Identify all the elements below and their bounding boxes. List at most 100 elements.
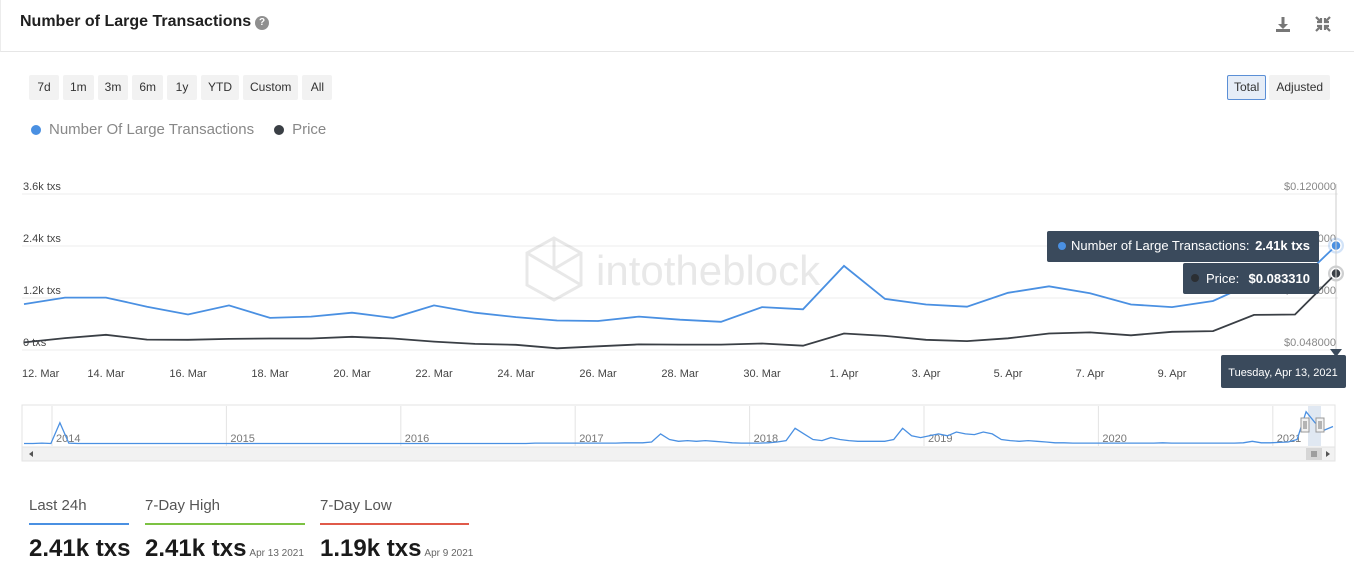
series-point-0 <box>1171 306 1173 308</box>
series-point-1 <box>802 345 804 347</box>
series-point-0 <box>679 319 681 321</box>
series-point-0 <box>23 303 25 305</box>
series-point-0 <box>638 316 640 318</box>
tooltip-transactions-value: 2.41k txs <box>1255 238 1310 253</box>
navigator-year-label: 2017 <box>579 433 603 445</box>
scroll-right-icon[interactable] <box>1326 451 1330 457</box>
x-tick-label: 26. Mar <box>579 368 617 380</box>
y-tick-label-left: 1.2k txs <box>23 285 61 297</box>
series-point-1 <box>228 338 230 340</box>
tooltip-transactions-label: Number of Large Transactions: <box>1071 238 1249 253</box>
stat-7day-low: 7-Day Low 1.19k txs Apr 9 2021 <box>320 495 473 563</box>
stat-underline <box>145 523 305 525</box>
series-point-0 <box>187 313 189 315</box>
series-point-0 <box>474 312 476 314</box>
legend-dot-price <box>274 124 285 135</box>
range-ytd-button[interactable]: YTD <box>201 75 240 100</box>
range-1m-button[interactable]: 1m <box>63 75 94 100</box>
series-point-0 <box>105 297 107 299</box>
x-axis: 12. Mar 14. Mar 16. Mar 18. Mar 20. Mar 22. M… <box>22 368 1187 380</box>
series-point-0 <box>884 298 886 300</box>
range-7d-button[interactable]: 7d <box>29 75 59 100</box>
series-point-0 <box>146 306 148 308</box>
tooltip-price-value: $0.083310 <box>1249 271 1310 286</box>
series-line-0 <box>23 244 1337 323</box>
navigator-handle-left[interactable] <box>1300 417 1310 433</box>
navigator-selection[interactable] <box>1308 406 1321 446</box>
series-point-1 <box>474 343 476 345</box>
legend-label-price: Price <box>292 121 327 138</box>
navigator-line <box>24 410 1334 445</box>
tooltip-price-label: Price: <box>1206 271 1239 286</box>
navigator-frame <box>21 404 1336 448</box>
chart-header: Number of Large Transactions ? <box>0 0 1354 52</box>
stat-underline <box>320 523 469 525</box>
series-point-1 <box>925 339 927 341</box>
range-custom-button[interactable]: Custom <box>243 75 299 100</box>
stat-7day-high: 7-Day High 2.41k txs Apr 13 2021 <box>145 495 305 563</box>
x-tick-label: 24. Mar <box>497 368 535 380</box>
x-tick-label: 1. Apr <box>830 368 859 380</box>
series-point-0 <box>802 308 804 310</box>
series-point-1 <box>351 336 353 338</box>
stat-label: 7-Day Low <box>320 497 392 514</box>
tooltip-transactions: Number of Large Transactions: 2.41k txs <box>1047 231 1319 262</box>
x-tick-label: 20. Mar <box>333 368 371 380</box>
tooltip-date-label: Tuesday, Apr 13, 2021 <box>1228 367 1337 379</box>
series-point-0 <box>64 297 66 299</box>
series-point-0 <box>1089 292 1091 294</box>
tooltip-date: Tuesday, Apr 13, 2021 <box>1221 349 1346 388</box>
series-point-1 <box>269 338 271 340</box>
x-tick-label: 5. Apr <box>994 368 1023 380</box>
series-point-1 <box>1007 337 1009 339</box>
x-tick-label: 9. Apr <box>1158 368 1187 380</box>
stat-label: 7-Day High <box>145 497 221 514</box>
range-selector: 7d 1m 3m 6m 1y YTD Custom All <box>29 75 333 100</box>
navigator[interactable]: 2014 2015 2016 2017 2018 2019 2020 2021 <box>0 400 1354 470</box>
legend-item-large-transactions[interactable]: Number Of Large Transactions <box>31 121 254 138</box>
mode-selector: Total Adjusted <box>1227 75 1331 100</box>
range-6m-button[interactable]: 6m <box>132 75 164 100</box>
mode-total-button[interactable]: Total <box>1227 75 1267 100</box>
navigator-handle-right[interactable] <box>1315 417 1325 433</box>
series-point-1 <box>105 334 107 336</box>
y-tick-label-right: $0.048000 <box>1284 337 1336 349</box>
y-tick-label-right: $0.120000 <box>1284 181 1336 193</box>
series-point-1 <box>761 343 763 345</box>
range-1y-button[interactable]: 1y <box>167 75 198 100</box>
download-icon[interactable] <box>1273 14 1293 34</box>
watermark-logo-icon <box>525 236 583 302</box>
stats-summary: Last 24h 2.41k txs 7-Day High 2.41k txs A… <box>29 495 489 568</box>
navigator-year-label: 2020 <box>1102 433 1126 445</box>
series-point-0 <box>1130 304 1132 306</box>
help-icon[interactable]: ? <box>255 16 269 30</box>
series-point-1 <box>884 335 886 337</box>
series-point-0 <box>310 316 312 318</box>
series-point-0 <box>515 316 517 318</box>
series-point-1 <box>392 338 394 340</box>
stat-underline <box>29 523 129 525</box>
stat-value: 2.41k txs <box>29 535 131 562</box>
series-point-1 <box>23 341 25 343</box>
navigator-scrollbar[interactable] <box>21 446 1336 462</box>
range-3m-button[interactable]: 3m <box>97 75 129 100</box>
series-point-1 <box>1171 331 1173 333</box>
series-point-0 <box>843 265 845 267</box>
collapse-icon[interactable] <box>1313 14 1333 34</box>
scroll-left-icon[interactable] <box>29 451 33 457</box>
series-point-1 <box>556 347 558 349</box>
series-point-1 <box>1089 331 1091 333</box>
series-point-0 <box>433 304 435 306</box>
series-point-1 <box>679 344 681 346</box>
watermark-text: intotheblock <box>596 247 821 294</box>
legend-item-price[interactable]: Price <box>274 121 326 138</box>
range-all-button[interactable]: All <box>302 75 333 100</box>
mode-adjusted-button[interactable]: Adjusted <box>1269 75 1331 100</box>
x-tick-label: 30. Mar <box>743 368 781 380</box>
series-point-1 <box>843 333 845 335</box>
stat-date: Apr 13 2021 <box>249 548 304 559</box>
series-point-0 <box>269 317 271 319</box>
y-tick-label-left: 2.4k txs <box>23 233 61 245</box>
